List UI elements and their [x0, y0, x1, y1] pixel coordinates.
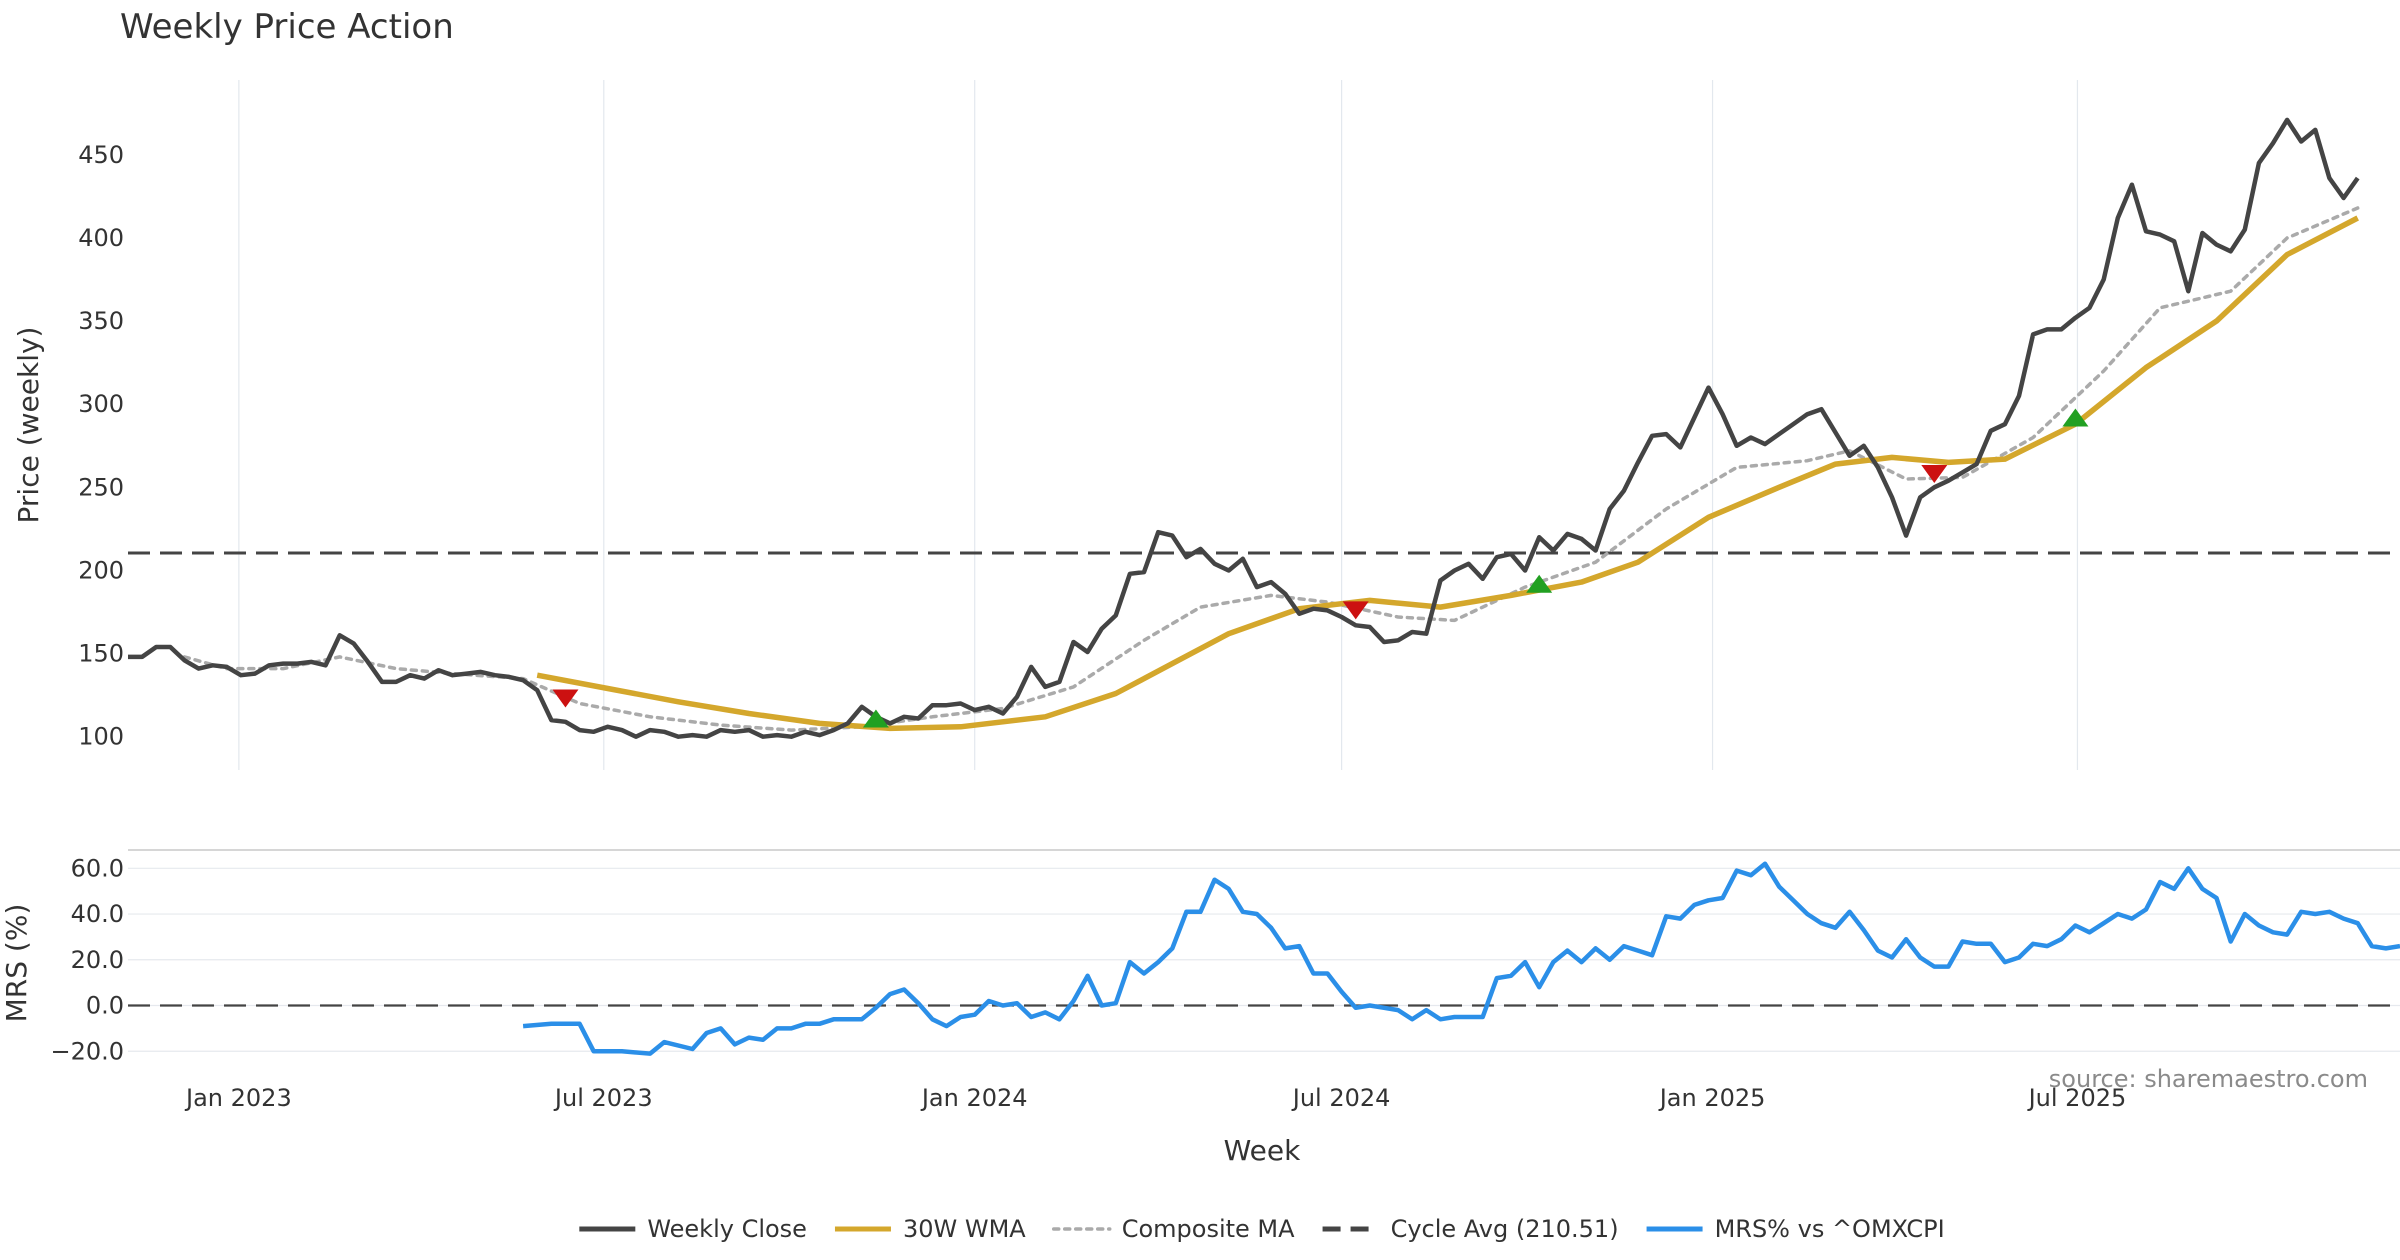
- legend-label: 30W WMA: [903, 1215, 1026, 1243]
- mrs-tick-label: 60.0: [71, 854, 124, 882]
- mrs-tick-label: 40.0: [71, 900, 124, 928]
- price-tick-label: 300: [78, 390, 124, 418]
- buy-signal-marker: [862, 709, 889, 728]
- series-weekly-close-line: [128, 117, 2360, 739]
- price-tick-label: 350: [78, 307, 124, 335]
- x-tick-label: Jul 2024: [1291, 1084, 1391, 1112]
- legend-item-30w-wma: 30W WMA: [834, 1215, 1026, 1243]
- legend-label: Composite MA: [1122, 1215, 1295, 1243]
- legend-item-weekly-close: Weekly Close: [579, 1215, 807, 1243]
- legend-item-mrs-vs-omxcpi: MRS% vs ^OMXCPI: [1646, 1215, 1945, 1243]
- legend-label: Weekly Close: [647, 1215, 807, 1243]
- series-30w-wma-line: [536, 215, 2359, 732]
- sell-signal-marker: [1921, 465, 1948, 484]
- x-tick-label: Jul 2023: [553, 1084, 653, 1112]
- legend-label: Cycle Avg (210.51): [1391, 1215, 1619, 1243]
- mrs-tick-label: 20.0: [71, 946, 124, 974]
- price-axis-title: Price (weekly): [12, 327, 45, 524]
- price-tick-label: 200: [78, 556, 124, 584]
- x-tick-label: Jan 2024: [920, 1084, 1028, 1112]
- legend-label: MRS% vs ^OMXCPI: [1715, 1215, 1945, 1243]
- mrs-axis-title: MRS (%): [0, 904, 33, 1023]
- buy-signal-marker: [1526, 574, 1553, 593]
- x-tick-label: Jul 2025: [2027, 1084, 2127, 1112]
- price-tick-label: 150: [78, 640, 124, 668]
- buy-signal-marker: [2062, 408, 2089, 427]
- legend-item-cycle-avg-210-51: Cycle Avg (210.51): [1322, 1215, 1619, 1243]
- mrs-tick-label: −20.0: [50, 1037, 124, 1065]
- price-tick-label: 100: [78, 723, 124, 751]
- legend-item-composite-ma: Composite MA: [1051, 1215, 1295, 1243]
- price-tick-label: 450: [78, 141, 124, 169]
- x-tick-label: Jan 2025: [1658, 1084, 1766, 1112]
- sell-signal-marker: [1342, 601, 1369, 620]
- chart-title: Weekly Price Action: [120, 7, 454, 47]
- mrs-tick-label: 0.0: [86, 992, 124, 1020]
- legend: Weekly Close 30W WMA Composite MA Cycle Avg…: [579, 1215, 1945, 1243]
- x-axis-title: Week: [1224, 1134, 1301, 1167]
- series-mrs-vs-omxcpi-line: [522, 861, 2400, 1056]
- sell-signal-marker: [552, 689, 579, 708]
- x-tick-label: Jan 2023: [184, 1084, 292, 1112]
- series-composite-ma-line: [182, 206, 2360, 732]
- price-tick-label: 400: [78, 224, 124, 252]
- price-tick-label: 250: [78, 473, 124, 501]
- source-annotation: source: sharemaestro.com: [2049, 1065, 2368, 1093]
